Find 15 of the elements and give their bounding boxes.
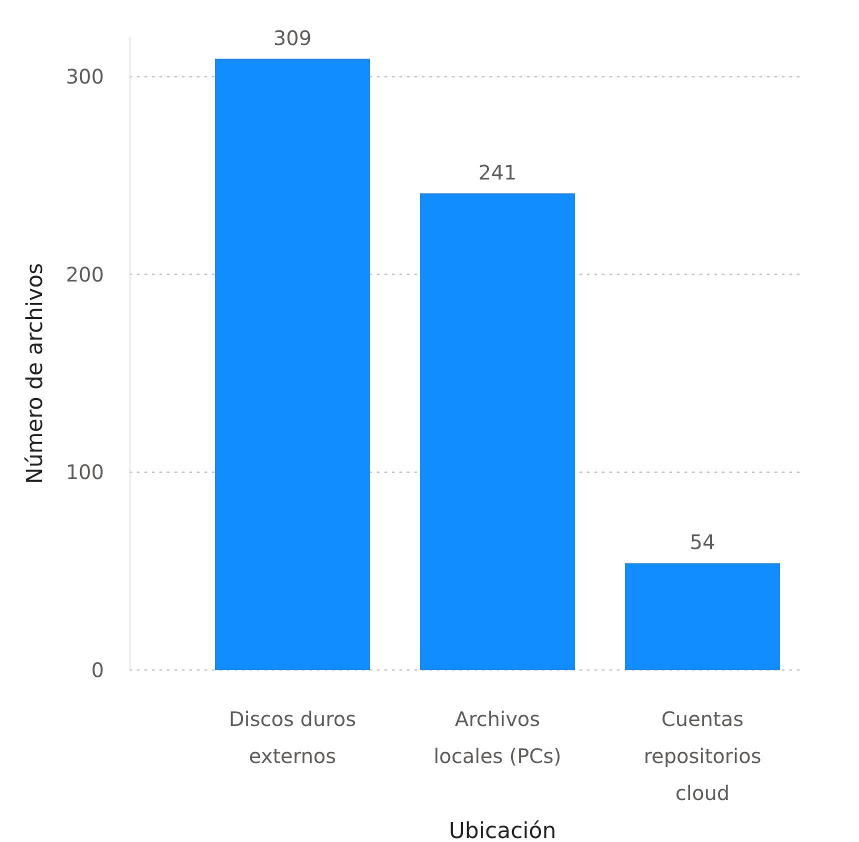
data-label: 54 xyxy=(690,530,716,554)
bar xyxy=(625,563,780,670)
y-tick-label: 0 xyxy=(91,658,104,682)
x-tick-label: Archivos locales (PCs) xyxy=(434,707,562,768)
y-axis-title: Número de archivos xyxy=(23,262,48,484)
y-tick-label: 100 xyxy=(66,460,104,484)
bar xyxy=(215,58,370,670)
y-tick-label: 300 xyxy=(66,64,104,89)
x-tick-label: Discos duros externos xyxy=(228,707,356,768)
y-tick-label: 200 xyxy=(66,262,104,286)
data-label: 309 xyxy=(273,26,312,50)
data-label: 241 xyxy=(478,160,517,184)
x-axis-title: Ubicación xyxy=(448,819,556,842)
bar xyxy=(420,193,575,670)
x-tick-label: Cuentas repositorios cloud xyxy=(644,707,762,805)
